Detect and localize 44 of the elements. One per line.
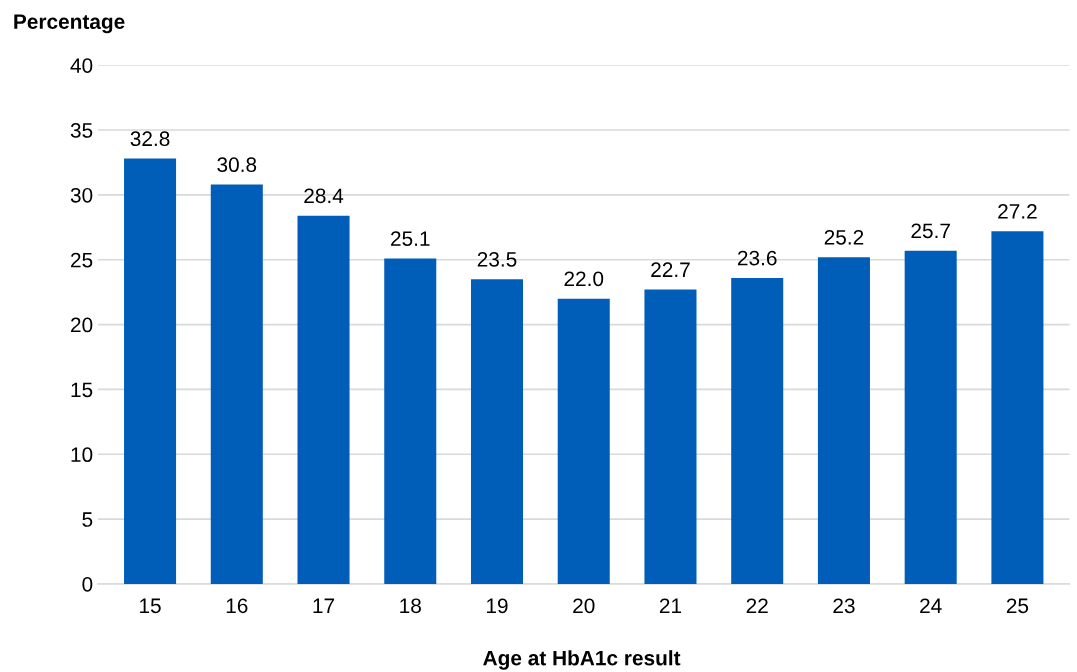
bar <box>991 231 1044 584</box>
x-tick-label: 21 <box>659 598 682 613</box>
y-tick-label: 35 <box>70 123 93 138</box>
y-tick-label: 40 <box>70 58 93 73</box>
bar <box>470 279 524 584</box>
data-label: 25.7 <box>911 223 950 239</box>
x-tick-label: 20 <box>573 598 595 614</box>
x-tick-label: 19 <box>487 598 508 614</box>
x-axis-title: Age at HbA1c result <box>483 650 681 670</box>
x-tick-label: 17 <box>313 598 335 613</box>
data-label: 25.1 <box>391 231 430 246</box>
x-tick-label: 25 <box>1006 598 1029 614</box>
x-tick-label: 16 <box>226 598 248 614</box>
y-tick-label: 10 <box>71 447 93 463</box>
y-tick-label: 25 <box>71 252 93 268</box>
bar <box>904 250 957 584</box>
x-tick-label: 15 <box>140 598 161 614</box>
x-tick-label: 23 <box>833 598 855 614</box>
data-label: 30.8 <box>217 157 257 173</box>
bar <box>384 258 437 584</box>
x-tick-label: 22 <box>746 598 768 613</box>
data-label: 22.0 <box>564 271 604 287</box>
bar <box>817 257 870 584</box>
bar <box>644 289 697 584</box>
y-tick-label: 15 <box>71 382 93 398</box>
data-label: 22.7 <box>651 262 690 277</box>
y-tick-label: 30 <box>70 187 93 203</box>
x-tick-label: 18 <box>400 598 421 614</box>
data-label: 23.6 <box>737 250 777 266</box>
data-label: 28.4 <box>304 188 344 204</box>
x-tick-label: 24 <box>920 598 942 613</box>
data-label: 23.5 <box>477 251 517 267</box>
bar <box>557 298 610 584</box>
y-tick-label: 5 <box>82 512 93 527</box>
bar <box>210 184 263 584</box>
y-axis-title: Percentage <box>14 14 125 34</box>
y-tick-label: 0 <box>82 576 93 592</box>
data-label: 27.2 <box>998 203 1037 219</box>
data-label: 25.2 <box>824 229 864 245</box>
y-tick-label: 20 <box>71 317 93 333</box>
bar <box>731 277 784 584</box>
data-label: 32.8 <box>130 131 170 147</box>
bar <box>297 215 350 584</box>
bar <box>124 158 177 584</box>
